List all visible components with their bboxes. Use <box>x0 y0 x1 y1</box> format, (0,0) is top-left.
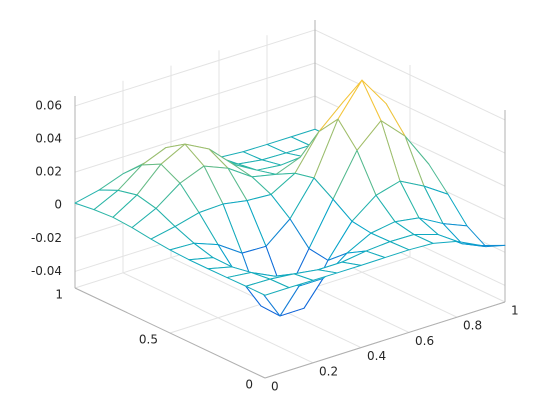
z-tick-label: -0.04 <box>31 264 62 278</box>
z-tick-label: 0.06 <box>35 98 62 112</box>
x-tick-label: 1 <box>511 304 519 318</box>
z-tick-label: 0.02 <box>35 165 62 179</box>
z-tick-label: 0 <box>54 198 62 212</box>
x-tick-label: 0.8 <box>463 319 482 333</box>
x-tick-label: 0.2 <box>319 364 338 378</box>
y-tick-label: 0 <box>245 378 253 392</box>
grid-line <box>74 62 316 140</box>
mesh-cell <box>245 278 290 296</box>
y-tick-label: 1 <box>55 288 63 302</box>
y-tick-label: 0.5 <box>139 333 158 347</box>
grid-line <box>74 95 316 173</box>
z-tick-label: -0.02 <box>31 231 62 245</box>
x-tick-label: 0 <box>271 380 279 394</box>
grid-line <box>74 29 316 107</box>
axis-line <box>74 287 266 379</box>
z-tick-label: 0.04 <box>35 132 62 146</box>
grid-line <box>314 29 506 121</box>
x-tick-label: 0.6 <box>415 334 434 348</box>
grid-line <box>314 62 506 154</box>
axis-line <box>264 301 506 379</box>
x-tick-label: 0.4 <box>367 349 386 363</box>
